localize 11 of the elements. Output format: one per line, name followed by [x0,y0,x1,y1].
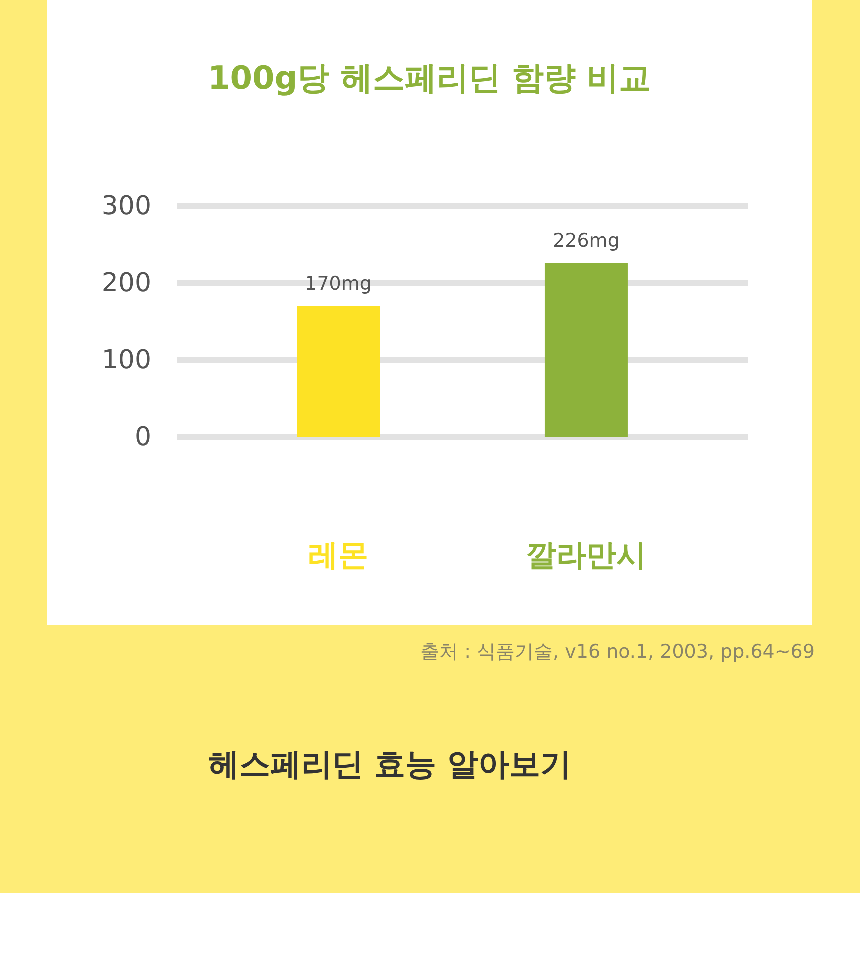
y-tick-label: 100 [102,346,152,376]
data-label: 170mg [305,273,372,296]
y-tick-label: 200 [102,268,152,298]
y-tick-label: 0 [134,422,152,452]
x-tick-label: 깔라만시 [526,538,646,574]
x-tick-label: 레몬 [308,538,369,574]
y-tick-label: 300 [102,192,152,222]
data-label: 226mg [553,230,620,252]
chart-title: 100g당 헤스페리딘 함량 비교 [208,59,652,97]
text: 헤스페리딘 효능 알아보기 [208,747,572,783]
source-note: 출처 : 식품기술, v16 no.1, 2003, pp.64~69 [420,641,815,663]
